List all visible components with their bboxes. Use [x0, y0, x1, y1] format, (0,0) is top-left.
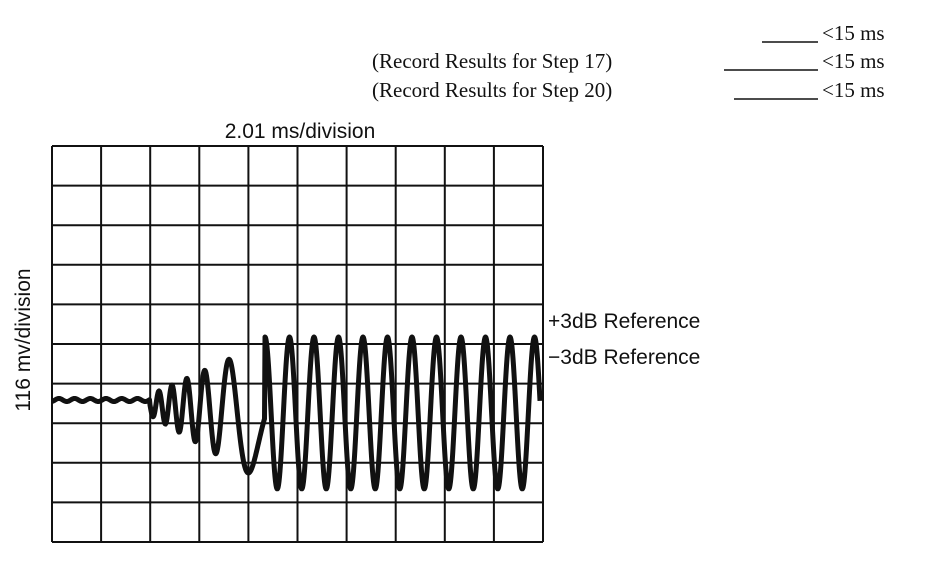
x-scale: 2.01 ms/division: [225, 120, 376, 143]
reference-label: +3dB Reference: [548, 310, 700, 333]
reference-label: −3dB Reference: [548, 346, 700, 369]
result: <15 ms: [822, 21, 885, 45]
step-label: (Record Results for Step 17): [372, 49, 612, 73]
waveform: [50, 334, 543, 492]
y-scale: 116 mv/division: [12, 268, 35, 411]
result: <15 ms: [822, 49, 885, 73]
result: <15 ms: [822, 78, 885, 102]
step-label: (Record Results for Step 20): [372, 78, 612, 102]
